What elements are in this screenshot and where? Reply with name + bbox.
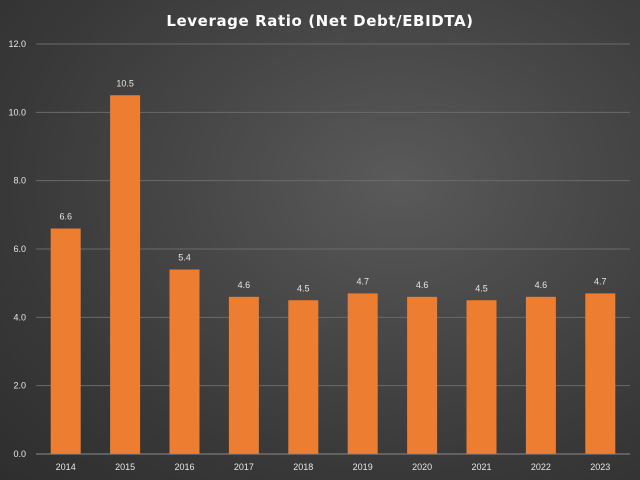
- data-label-2020: 4.6: [416, 280, 429, 290]
- bar-2021: [466, 300, 497, 454]
- x-tick-label-2018: 2018: [293, 462, 313, 472]
- bar-2018: [288, 300, 319, 454]
- bar-2014: [50, 228, 81, 454]
- x-tick-label-2015: 2015: [115, 462, 135, 472]
- data-label-2022: 4.6: [535, 280, 548, 290]
- y-tick-label: 8.0: [13, 176, 26, 186]
- bars: [50, 95, 616, 454]
- x-axis: 2014 2015 2016 2017 2018 2019 2020 2021 2022 2023: [36, 453, 630, 472]
- x-tick-label-2016: 2016: [174, 462, 194, 472]
- bar-2022: [525, 296, 556, 454]
- bar-2020: [407, 296, 438, 454]
- data-label-2016: 5.4: [178, 253, 191, 263]
- x-tick-label-2020: 2020: [412, 462, 432, 472]
- x-tick-label-2014: 2014: [56, 462, 76, 472]
- bar-2023: [585, 293, 616, 454]
- y-tick-label: 10.0: [8, 107, 26, 117]
- x-tick-label-2021: 2021: [471, 462, 491, 472]
- y-tick-label: 12.0: [8, 39, 26, 49]
- data-label-2021: 4.5: [475, 283, 488, 293]
- data-label-2023: 4.7: [594, 276, 607, 286]
- y-axis: 0.0 2.0 4.0 6.0 8.0 10.0 12.0: [8, 39, 26, 459]
- bar-2015: [110, 95, 141, 454]
- data-label-2018: 4.5: [297, 283, 310, 293]
- x-tick-label-2019: 2019: [353, 462, 373, 472]
- data-label-2017: 4.6: [238, 280, 251, 290]
- bar-2017: [228, 296, 259, 454]
- x-tick-label-2017: 2017: [234, 462, 254, 472]
- data-label-2014: 6.6: [59, 212, 72, 222]
- data-label-2019: 4.7: [356, 276, 369, 286]
- data-label-2015: 10.5: [116, 78, 134, 88]
- x-tick-label-2022: 2022: [531, 462, 551, 472]
- bar-2016: [169, 269, 200, 454]
- y-tick-label: 6.0: [13, 244, 26, 254]
- y-tick-label: 4.0: [13, 312, 26, 322]
- data-labels: 6.6 10.5 5.4 4.6 4.5 4.7 4.6 4.5 4.6 4.7: [59, 78, 606, 293]
- bar-2019: [347, 293, 378, 454]
- y-tick-label: 0.0: [13, 449, 26, 459]
- x-tick-label-2023: 2023: [590, 462, 610, 472]
- y-tick-label: 2.0: [13, 381, 26, 391]
- chart-title: Leverage Ratio (Net Debt/EBIDTA): [166, 12, 473, 30]
